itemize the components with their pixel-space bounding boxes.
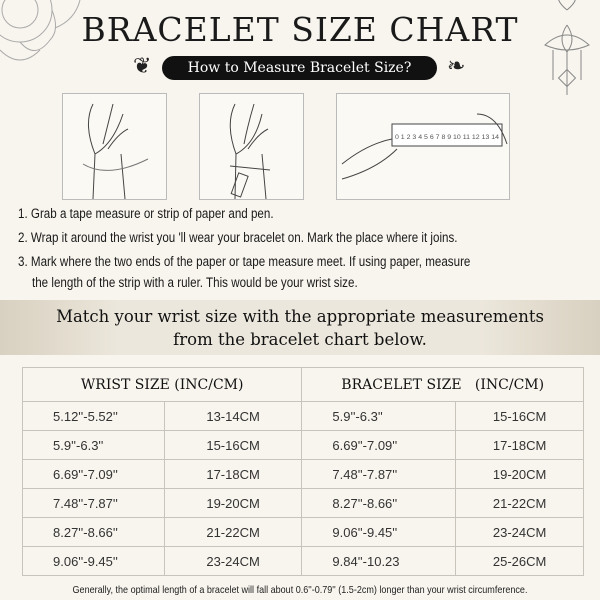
step-3-continued: the length of the strip with a ruler. Th… [32,275,358,290]
bracelet-inches-cell: 9.06''-9.45'' [301,517,457,547]
illustration-hand-tape [62,93,167,200]
page-title: BRACELET SIZE CHART [81,10,519,49]
wrist-cm-cell: 21-22CM [163,517,303,547]
bracelet-cm-cell: 15-16CM [455,401,584,431]
wrist-cm-cell: 13-14CM [163,401,303,431]
banner-line-1: Match your wrist size with the appropria… [56,307,544,326]
header-bracelet-size: BRACELET SIZE (INC/CM) [301,367,584,402]
wrist-inches-cell: 9.06''-9.45'' [22,546,165,576]
size-chart-table: WRIST SIZE (INC/CM) BRACELET SIZE (INC/C… [21,367,584,576]
wrist-inches-cell: 6.69''-7.09'' [22,459,165,489]
step-3: 3. Mark where the two ends of the paper … [18,254,471,269]
table-row: 6.69''-7.09'' 17-18CM 7.48''-7.87'' 19-20CM [22,459,584,489]
bracelet-cm-cell: 25-26CM [455,546,584,576]
wrist-cm-cell: 15-16CM [163,430,303,460]
wrist-inches-cell: 5.12''-5.52'' [22,401,165,431]
bracelet-inches-cell: 8.27''-8.66'' [301,488,457,518]
wrist-cm-cell: 23-24CM [163,546,303,576]
footnote: Generally, the optimal length of a brace… [72,584,528,596]
bracelet-cm-cell: 23-24CM [455,517,584,547]
bracelet-inches-cell: 7.48''-7.87'' [301,459,457,489]
wrist-cm-cell: 17-18CM [163,459,303,489]
bracelet-cm-cell: 17-18CM [455,430,584,460]
table-row: 7.48''-7.87'' 19-20CM 8.27''-8.66'' 21-22CM [22,488,584,518]
table-header-row: WRIST SIZE (INC/CM) BRACELET SIZE (INC/C… [21,367,584,402]
table-row: 5.12''-5.52'' 13-14CM 5.9''-6.3'' 15-16CM [22,401,584,431]
wrist-cm-cell: 19-20CM [163,488,303,518]
flourish-right-icon: ❧ [447,54,466,79]
illustration-hand-paper [199,93,304,200]
flourish-left-icon: ❦ [133,54,152,79]
lotus-mandala-decoration [0,0,81,61]
step-2: 2. Wrap it around the wrist you 'll wear… [18,230,458,245]
bracelet-cm-cell: 19-20CM [455,459,584,489]
step-1: 1. Grab a tape measure or strip of paper… [18,206,274,221]
table-row: 8.27''-8.66'' 21-22CM 9.06''-9.45'' 23-24CM [22,517,584,547]
table-row: 5.9''-6.3'' 15-16CM 6.69''-7.09'' 17-18CM [22,430,584,460]
bracelet-inches-cell: 9.84''-10.23 [301,546,457,576]
table-row: 9.06''-9.45'' 23-24CM 9.84''-10.23 25-26CM [22,546,584,576]
instruction-banner: Match your wrist size with the appropria… [0,300,600,355]
bracelet-cm-cell: 21-22CM [455,488,584,518]
hanging-lotus-decoration [544,0,590,95]
bracelet-inches-cell: 6.69''-7.09'' [301,430,457,460]
subtitle-pill: How to Measure Bracelet Size? [162,56,437,80]
ruler-numbers: 0 1 2 3 4 5 6 7 8 9 10 11 12 13 14 [395,135,500,141]
header-wrist-size: WRIST SIZE (INC/CM) [21,367,303,402]
illustration-ruler: 0 1 2 3 4 5 6 7 8 9 10 11 12 13 14 [336,93,510,200]
wrist-inches-cell: 7.48''-7.87'' [22,488,165,518]
bracelet-inches-cell: 5.9''-6.3'' [301,401,457,431]
wrist-inches-cell: 8.27''-8.66'' [22,517,165,547]
wrist-inches-cell: 5.9''-6.3'' [22,430,165,460]
banner-line-2: from the bracelet chart below. [173,330,427,349]
